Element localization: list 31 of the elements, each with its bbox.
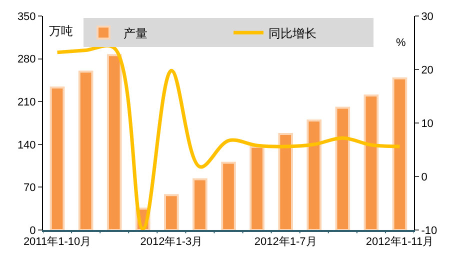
y2-tick-label: 30 [421, 10, 434, 23]
bar [78, 70, 94, 230]
bar [306, 120, 322, 230]
y-tick-label: 280 [17, 54, 36, 66]
y2-tick-label: -10 [421, 224, 438, 237]
bar [106, 54, 122, 230]
legend-label: 产量 [124, 26, 148, 40]
x-tick-label: 2012年1-11月 [366, 236, 434, 248]
y-tick-label: 140 [17, 139, 36, 152]
x-tick-label: 2011年1-10月 [23, 236, 92, 248]
bar [278, 133, 293, 230]
y-tick-label: 70 [24, 182, 36, 194]
bar [221, 162, 236, 230]
legend-label: 同比增长 [268, 26, 316, 40]
y2-axis-title: % [396, 37, 406, 49]
bar [192, 178, 208, 230]
bar [164, 194, 179, 230]
x-tick-label: 2012年1-3月 [140, 236, 203, 248]
y2-tick-label: 20 [421, 64, 434, 76]
y-tick-label: 0 [30, 224, 36, 237]
y-tick-label: 350 [17, 10, 36, 23]
bar [335, 106, 350, 230]
bar [392, 77, 408, 230]
y-axis-title: 万吨 [49, 24, 73, 38]
bar [50, 86, 65, 230]
y2-tick-label: 0 [421, 171, 428, 184]
y-tick-label: 210 [17, 96, 36, 108]
bar [250, 146, 264, 230]
y2-tick-label: 10 [421, 118, 434, 130]
bar [364, 94, 379, 230]
x-tick-label: 2012年1-7月 [254, 236, 317, 248]
